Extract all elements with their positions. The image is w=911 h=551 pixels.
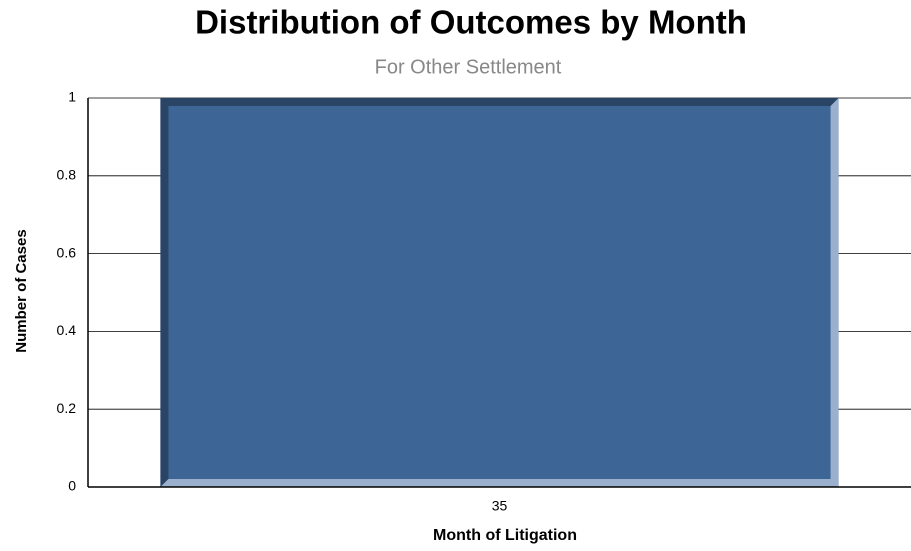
x-axis-label: Month of Litigation (433, 527, 577, 544)
chart-title: Distribution of Outcomes by Month (195, 4, 747, 41)
bar (160, 98, 839, 487)
chart-subtitle: For Other Settlement (375, 56, 562, 78)
y-tick-label: 0.2 (57, 400, 77, 416)
y-tick-label: 0.4 (57, 322, 77, 338)
y-tick-label: 0.8 (57, 167, 77, 183)
y-tick-label: 1 (68, 89, 76, 105)
y-tick-label: 0 (68, 478, 76, 494)
y-tick-label: 0.6 (57, 244, 77, 260)
x-tick-label: 35 (492, 498, 508, 514)
y-axis-label: Number of Cases (13, 229, 30, 352)
